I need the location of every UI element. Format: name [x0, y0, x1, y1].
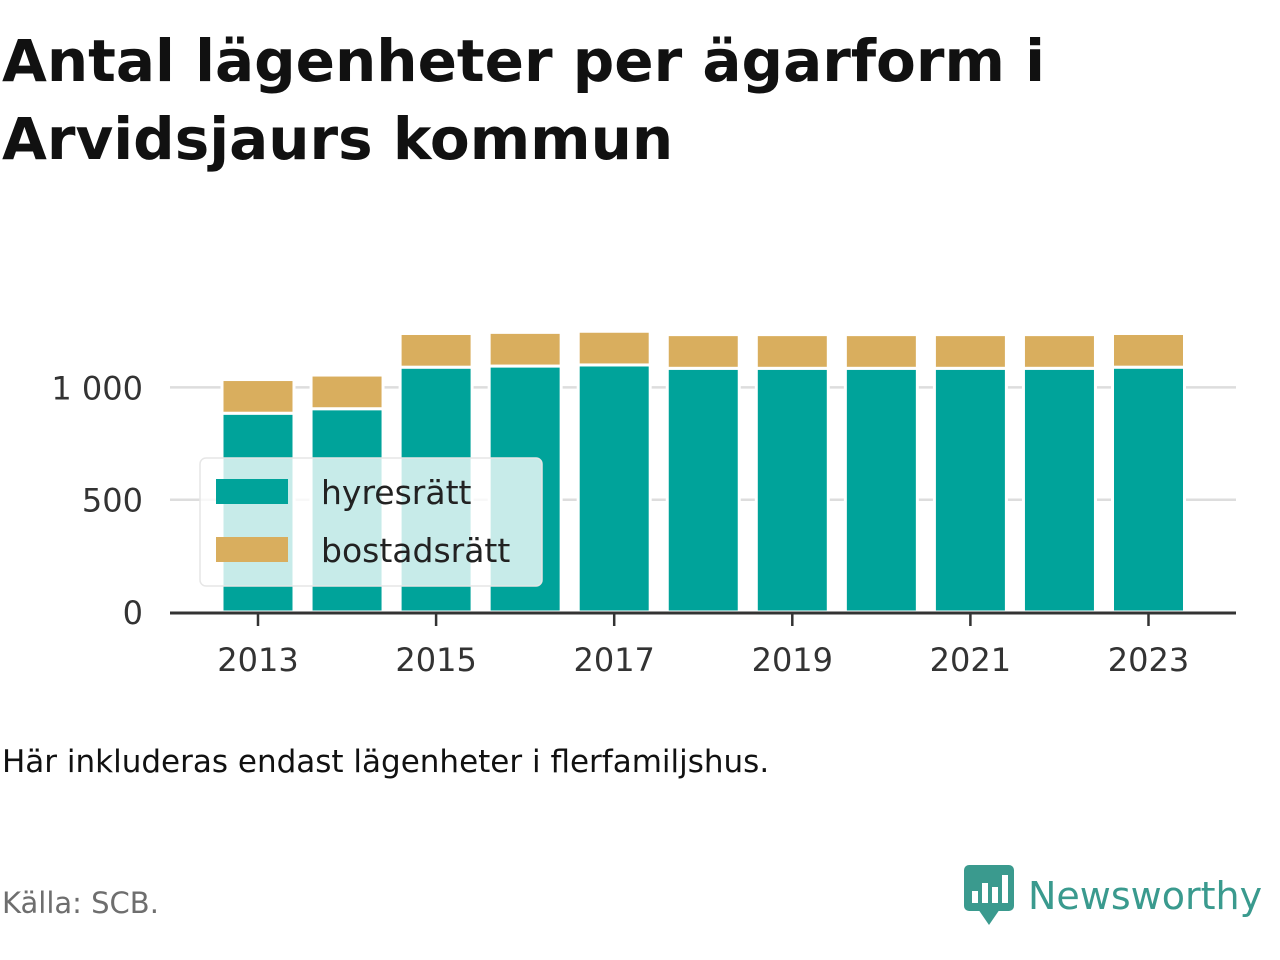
bar-hyresrätt-2019 [754, 366, 830, 614]
source-text: Källa: SCB. [2, 886, 159, 920]
legend-label-bostadsrätt: bostadsrätt [321, 531, 510, 570]
y-tick-label: 500 [82, 482, 143, 520]
legend-label-hyresrätt: hyresrätt [321, 473, 472, 512]
x-tick-label: 2017 [573, 641, 654, 679]
bar-bostadsrätt-2013 [220, 378, 296, 415]
legend: hyresrätt bostadsrätt [199, 457, 543, 587]
chart: 0 500 1 000 2013 2015 2017 2019 2021 2023 hyres… [51, 329, 1236, 679]
bar-hyresrätt-2021 [932, 366, 1008, 614]
newsworthy-logo-icon [964, 865, 1014, 925]
bar-hyresrätt-2023 [1111, 365, 1186, 614]
legend-swatch-bostadsrätt [216, 537, 288, 562]
chart-note: Här inkluderas endast lägenheter i flerf… [2, 744, 770, 780]
bar-bostadsrätt-2019 [754, 333, 830, 370]
bar-bostadsrätt-2018 [665, 333, 741, 370]
y-axis-labels: 0 500 1 000 [51, 369, 143, 632]
x-tick-label: 2013 [217, 641, 298, 679]
y-tick-label: 0 [123, 594, 143, 632]
brand-name: Newsworthy [1028, 874, 1263, 918]
bar-hyresrätt-2022 [1021, 366, 1097, 614]
x-tick-label: 2019 [752, 641, 833, 679]
bar-bostadsrätt-2014 [309, 373, 385, 411]
legend-swatch-hyresrätt [216, 479, 288, 504]
x-axis-labels: 2013 2015 2017 2019 2021 2023 [217, 614, 1189, 679]
chart-title: Antal lägenheter per ägarform i Arvidsja… [2, 27, 1046, 173]
bar-bostadsrätt-2022 [1021, 333, 1097, 370]
y-tick-label: 1 000 [51, 369, 143, 407]
bar-bostadsrätt-2021 [932, 333, 1008, 370]
x-tick-label: 2023 [1108, 641, 1189, 679]
brand-logo: Newsworthy [964, 864, 1262, 928]
x-tick-label: 2015 [395, 641, 476, 679]
bar-bostadsrätt-2020 [843, 333, 919, 370]
bar-hyresrätt-2017 [576, 363, 652, 614]
x-tick-label: 2021 [930, 641, 1011, 679]
bar-hyresrätt-2020 [843, 366, 919, 614]
bar-hyresrätt-2018 [665, 366, 741, 614]
bar-bostadsrätt-2017 [576, 329, 652, 367]
bar-bostadsrätt-2023 [1111, 331, 1186, 369]
bar-bostadsrätt-2016 [487, 330, 563, 368]
bar-bostadsrätt-2015 [398, 331, 474, 369]
